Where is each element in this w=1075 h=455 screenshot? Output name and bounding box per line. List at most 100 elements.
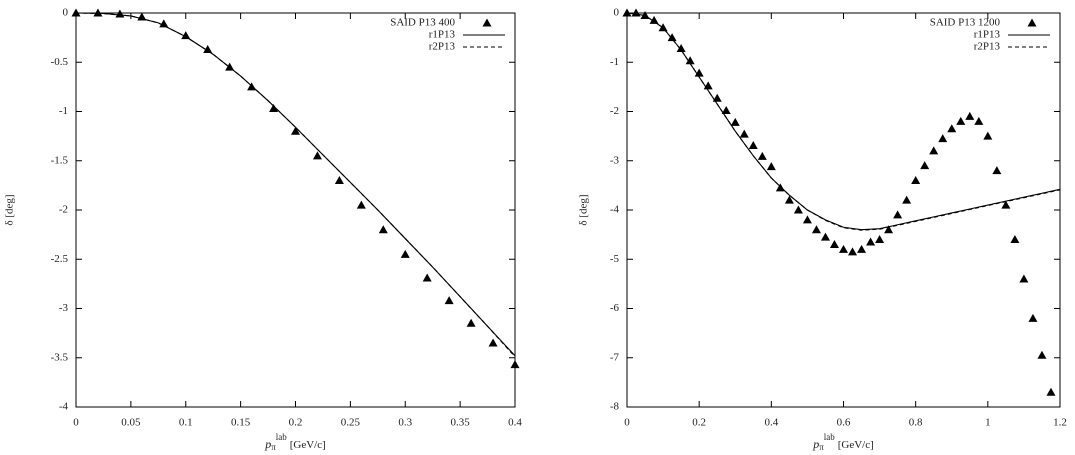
data-point xyxy=(884,225,894,234)
data-point xyxy=(159,19,169,28)
y-tick-label: -1 xyxy=(59,105,68,117)
x-label-sup: lab xyxy=(276,432,287,442)
y-axis-label: δ [deg] xyxy=(578,194,590,225)
x-label-unit: [GeV/c] xyxy=(838,439,874,451)
data-point xyxy=(956,116,966,125)
data-point xyxy=(444,296,454,305)
x-tick-label: 1.2 xyxy=(1053,417,1067,429)
x-label-symbol: p xyxy=(264,437,271,451)
data-point xyxy=(974,116,984,125)
data-point xyxy=(911,175,921,184)
y-tick-label: -2 xyxy=(59,204,68,216)
data-point xyxy=(947,124,957,133)
data-point xyxy=(291,126,300,135)
data-point xyxy=(866,237,876,246)
data-point xyxy=(422,273,432,282)
data-point xyxy=(929,146,939,155)
data-point xyxy=(667,33,677,42)
legend-label: SAID P13 400 xyxy=(390,17,455,29)
y-tick-label: -2 xyxy=(610,105,619,117)
data-point xyxy=(757,151,767,160)
data-point xyxy=(730,117,740,126)
legend-label: r2P13 xyxy=(974,41,1001,53)
y-tick-label: -5 xyxy=(610,253,620,265)
y-tick-label: 0 xyxy=(63,7,69,19)
data-point xyxy=(622,8,632,17)
x-label-symbol: p xyxy=(812,437,819,451)
data-point xyxy=(820,232,830,241)
data-point xyxy=(857,244,867,253)
x-tick-label: 0.35 xyxy=(451,417,471,429)
data-point xyxy=(93,8,103,17)
y-tick-label: 0 xyxy=(614,7,620,19)
data-point xyxy=(71,8,81,17)
x-axis-label: pπlab[GeV/c] xyxy=(264,432,326,452)
data-point xyxy=(1046,387,1056,396)
data-point xyxy=(685,56,695,65)
data-point xyxy=(400,249,410,258)
x-tick-label: 0.2 xyxy=(289,417,303,429)
legend-label: SAID P13 1200 xyxy=(930,17,1001,29)
x-tick-label: 0.3 xyxy=(398,417,412,429)
x-label-sub: π xyxy=(819,442,824,452)
y-tick-label: -4 xyxy=(610,204,620,216)
data-point xyxy=(839,244,848,253)
y-tick-label: -8 xyxy=(610,401,620,413)
series-line xyxy=(75,12,516,358)
data-point xyxy=(356,200,366,209)
series-line xyxy=(626,12,1061,231)
plot-frame xyxy=(626,12,1061,408)
data-point xyxy=(378,225,388,234)
data-point xyxy=(1037,350,1047,359)
data-point xyxy=(793,205,803,214)
y-tick-label: -1.5 xyxy=(51,154,69,166)
data-point xyxy=(875,235,885,244)
data-point xyxy=(203,44,213,53)
y-tick-label: -3.5 xyxy=(51,351,69,363)
data-point xyxy=(510,360,520,369)
x-label-unit: [GeV/c] xyxy=(290,439,326,451)
x-tick-label: 0.4 xyxy=(508,417,522,429)
data-point xyxy=(811,225,821,234)
data-point xyxy=(269,104,279,113)
data-point xyxy=(983,131,993,140)
data-point xyxy=(829,239,839,248)
x-tick-label: 0.1 xyxy=(179,417,193,429)
data-point xyxy=(920,161,930,170)
data-point xyxy=(649,15,659,24)
data-point xyxy=(893,210,903,219)
y-tick-label: -1 xyxy=(610,56,619,68)
data-point xyxy=(1010,235,1020,244)
legend-label: r2P13 xyxy=(429,41,456,53)
x-tick-label: 0.6 xyxy=(837,417,851,429)
legend-marker xyxy=(482,18,492,27)
data-point xyxy=(466,318,476,327)
x-tick-label: 0.15 xyxy=(231,417,251,429)
x-axis-label: pπlab[GeV/c] xyxy=(812,432,874,452)
x-tick-label: 0.05 xyxy=(121,417,141,429)
legend-label: r1P13 xyxy=(429,29,456,41)
plot-frame xyxy=(75,12,516,408)
data-point xyxy=(334,175,344,184)
data-point xyxy=(1028,313,1038,322)
y-tick-label: -3 xyxy=(610,154,620,166)
y-tick-label: -7 xyxy=(610,351,620,363)
data-point xyxy=(965,111,975,120)
data-point xyxy=(1001,200,1011,209)
data-point xyxy=(992,166,1002,175)
data-point xyxy=(802,215,812,224)
y-tick-label: -0.5 xyxy=(51,56,69,68)
data-point xyxy=(784,195,794,204)
y-tick-label: -3 xyxy=(59,302,69,314)
data-point xyxy=(739,129,749,138)
data-point xyxy=(902,195,912,204)
x-tick-label: 0 xyxy=(73,417,79,429)
legend-marker xyxy=(1027,18,1037,27)
data-point xyxy=(676,43,686,52)
data-point xyxy=(488,338,498,347)
chart: 0 -0.5 -1 -1.5 -2 -2.5 -3 -3.5 -4 0 0.05 0.1 0.15 0.2… xyxy=(4,7,523,453)
x-tick-label: 1 xyxy=(985,417,991,429)
y-tick-label: -2.5 xyxy=(51,253,69,265)
